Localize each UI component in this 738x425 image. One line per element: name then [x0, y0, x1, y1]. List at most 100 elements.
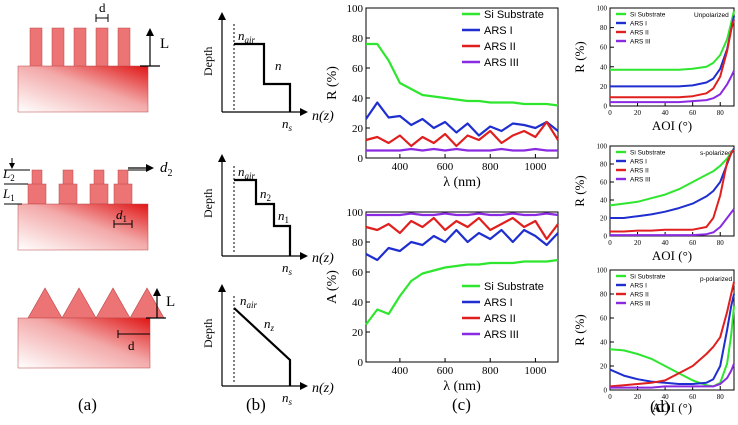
- y-tick-label: 60: [352, 267, 364, 279]
- x-tick-label: 60: [689, 239, 697, 247]
- y-tick-label: 100: [597, 266, 608, 274]
- legend-label: ARS I: [484, 297, 513, 309]
- y-tick-label: 40: [600, 196, 608, 204]
- legend-label: Si Substrate: [630, 273, 666, 280]
- y-tick-label: 100: [597, 142, 608, 150]
- x-tick-label: 60: [689, 393, 697, 401]
- legend-label: ARS II: [630, 29, 649, 36]
- label-L1: L1: [2, 186, 15, 203]
- series-line: [366, 42, 559, 107]
- axis-nz: n(z): [312, 381, 334, 396]
- series-line: [365, 228, 559, 262]
- label-n-s: ns: [282, 116, 293, 133]
- panel-label-a: (a): [78, 395, 97, 414]
- label-n-s: ns: [282, 390, 293, 407]
- y-tick-label: 20: [352, 123, 364, 135]
- legend-label: ARS II: [630, 167, 649, 174]
- legend-label: Si Substrate: [484, 281, 544, 293]
- cylinder-pillar: [95, 27, 109, 69]
- cylinder-pillar: [73, 27, 87, 69]
- y-tick-label: 60: [600, 44, 608, 52]
- label-d: d: [128, 338, 135, 353]
- x-axis-label: AOI (°): [652, 248, 692, 263]
- x-tick-label: 80: [717, 239, 725, 247]
- label-n2: n2: [260, 186, 271, 203]
- legend-label: ARS II: [484, 41, 516, 53]
- y-tick-label: 60: [600, 178, 608, 186]
- legend-label: ARS II: [484, 313, 516, 325]
- series-line: [610, 10, 735, 71]
- profile-3: Depth nair nz ns n(z): [201, 284, 334, 407]
- label-n-air: nair: [240, 293, 258, 310]
- y-tick-label: 0: [358, 357, 364, 369]
- label-n: n: [275, 58, 282, 73]
- x-axis-label: AOI (°): [652, 400, 692, 415]
- series-line: [610, 19, 735, 99]
- y-tick-label: 80: [600, 160, 608, 168]
- series-line: [366, 147, 558, 152]
- series-line: [610, 148, 735, 219]
- label-nz: nz: [264, 316, 275, 333]
- legend-label: Si Substrate: [630, 11, 666, 18]
- series-line: [609, 281, 735, 388]
- y-tick-label: 80: [600, 24, 608, 32]
- x-tick-label: 80: [717, 393, 725, 401]
- series-line: [610, 208, 735, 237]
- y-tick-label: 40: [600, 338, 608, 346]
- y-tick-label: 60: [600, 314, 608, 322]
- structure-cylinder: d L: [17, 0, 169, 113]
- x-axis-label: AOI (°): [652, 118, 692, 133]
- legend-label: ARS I: [630, 282, 647, 289]
- chart-reflectance-wavelength: 0 20 40 60 80 100 400 600 800 1000 λ (nm) R (%) Si S…: [325, 3, 559, 190]
- legend-label: ARS III: [630, 300, 651, 307]
- legend-label: ARS III: [630, 38, 651, 45]
- chart-s-polarized: 0 20 40 60 80 100 0 20 40 60 80 AOI (°) R (%) s-polar…: [572, 142, 735, 263]
- structure-stepped: L2 L1 d2 d1: [2, 158, 173, 251]
- label-n-air: nair: [238, 28, 256, 45]
- series-line: [609, 305, 735, 388]
- cylinder-pillar: [117, 27, 131, 69]
- y-tick-label: 0: [604, 386, 608, 394]
- series-line: [609, 148, 735, 207]
- label-d: d: [99, 0, 106, 15]
- chart-title: Unpolarized: [694, 12, 729, 19]
- axis-depth: Depth: [201, 189, 215, 218]
- y-axis-label: R (%): [572, 175, 587, 206]
- x-tick-label: 800: [482, 161, 499, 173]
- plot-frame: [609, 7, 735, 107]
- y-tick-label: 80: [600, 290, 608, 298]
- x-tick-label: 0: [608, 239, 612, 247]
- x-tick-label: 800: [482, 365, 499, 377]
- panel-label-b: (b): [246, 395, 266, 414]
- plot-frame: [365, 211, 559, 363]
- profile-1: Depth nair n ns n(z): [201, 12, 334, 133]
- x-tick-label: 600: [437, 365, 454, 377]
- plot-frame: [609, 269, 735, 391]
- y-tick-label: 20: [600, 83, 608, 91]
- series-line: [610, 148, 735, 233]
- x-tick-label: 600: [437, 161, 454, 173]
- chart-title: p-polarized: [700, 276, 733, 283]
- y-tick-label: 40: [352, 297, 364, 309]
- label-L: L: [160, 36, 169, 52]
- panel-label-c: (c): [452, 395, 471, 414]
- y-tick-label: 80: [352, 237, 364, 249]
- y-tick-label: 40: [352, 93, 364, 105]
- series-line: [610, 15, 735, 88]
- x-tick-label: 20: [634, 393, 642, 401]
- series-line: [610, 363, 735, 389]
- chart-absorbance-wavelength: 0 20 40 60 80 100 400 600 800 1000 λ (nm) A (%) Si S…: [325, 207, 559, 394]
- chart-p-polarized: 0 20 40 60 80 100 0 20 40 60 80 AOI (°) R (%) p-polar…: [572, 266, 735, 415]
- y-axis-label: A (%): [325, 270, 340, 304]
- y-tick-label: 80: [352, 33, 364, 45]
- legend-label: ARS III: [484, 329, 519, 341]
- series-line: [365, 101, 559, 137]
- cylinder-pillar: [51, 27, 65, 69]
- legend-label: ARS III: [630, 176, 651, 183]
- x-tick-label: 20: [634, 109, 642, 117]
- y-axis-label: R (%): [325, 66, 340, 100]
- series-line: [365, 258, 559, 326]
- y-tick-label: 60: [352, 63, 364, 75]
- profile-2: Depth nair n2 n1 ns n(z): [201, 154, 334, 277]
